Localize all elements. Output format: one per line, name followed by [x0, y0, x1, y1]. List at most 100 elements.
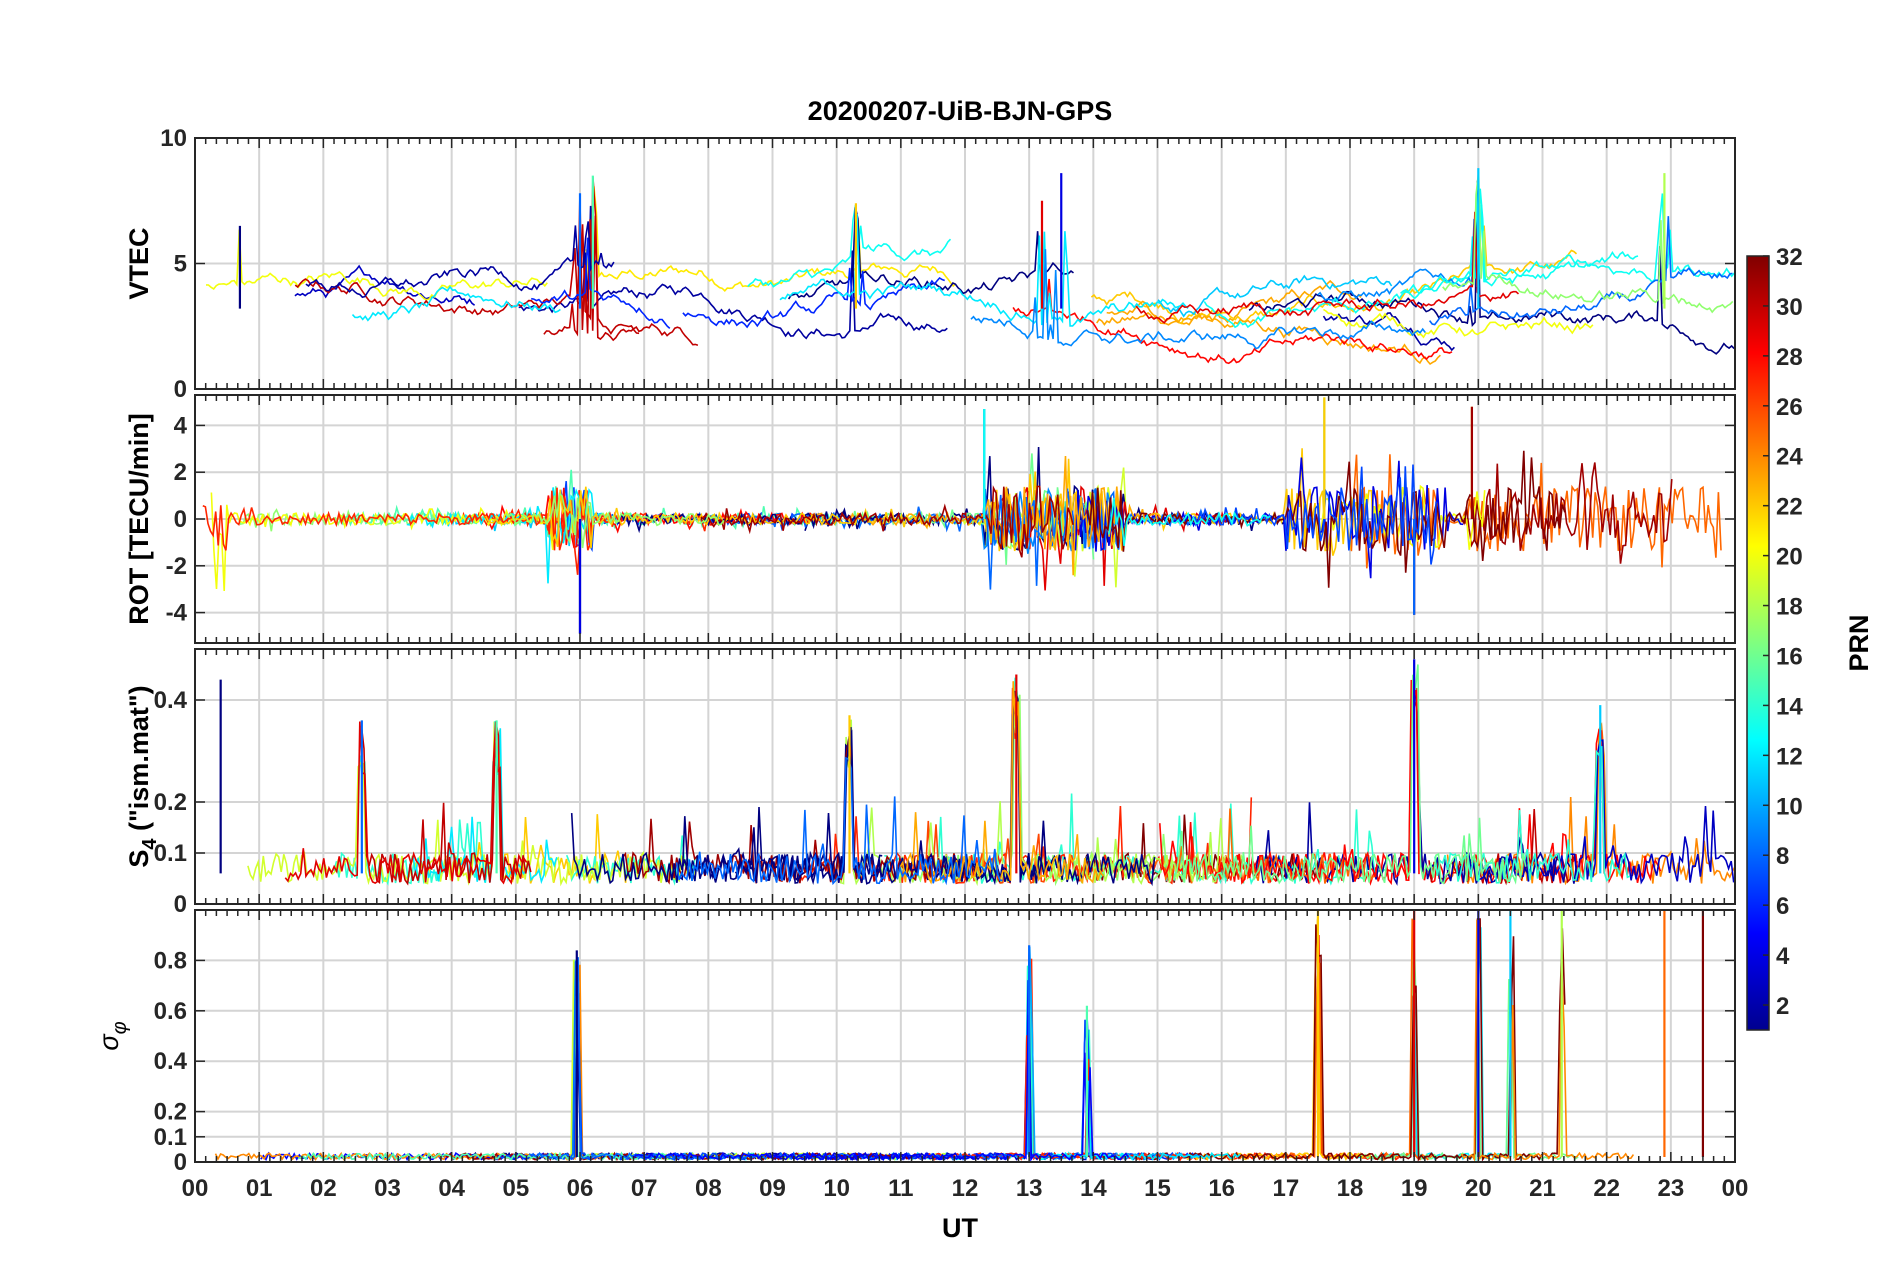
- figure-title: 20200207-UiB-BJN-GPS: [808, 96, 1113, 126]
- prn-trace: [351, 285, 561, 322]
- y-tick-label: 0: [174, 506, 187, 533]
- colorbar-tick-label: 28: [1776, 344, 1803, 371]
- prn-trace: [1460, 462, 1673, 564]
- prn-trace: [682, 267, 945, 329]
- prn-trace: [787, 207, 1074, 300]
- prn-trace: [1400, 188, 1735, 294]
- prn-trace: [805, 455, 1159, 576]
- y-axis-label-main: S: [124, 850, 154, 868]
- colorbar-tick-label: 6: [1776, 893, 1789, 920]
- x-tick-label: 03: [374, 1175, 401, 1202]
- prn-trace: [205, 229, 548, 301]
- prn-trace: [1203, 191, 1639, 329]
- x-tick-label: 10: [823, 1175, 850, 1202]
- prn-trace: [1442, 171, 1734, 314]
- x-tick-label: 00: [182, 1175, 209, 1202]
- prn-trace: [1248, 180, 1735, 355]
- axes-frame: [194, 909, 1736, 1163]
- prn-trace: [531, 237, 671, 330]
- colorbar-tick-label: 16: [1776, 643, 1803, 670]
- y-axis-label: VTEC: [124, 227, 154, 299]
- prn-trace: [305, 221, 615, 299]
- prn-trace: [779, 213, 1189, 327]
- prn-trace: [632, 1014, 1130, 1163]
- x-tick-label: 22: [1593, 1175, 1620, 1202]
- x-tick-label: 02: [310, 1175, 337, 1202]
- y-tick-label: 0.2: [154, 789, 187, 816]
- prn-trace: [294, 176, 640, 335]
- prn-trace: [970, 249, 1426, 350]
- colorbar-tick-label: 18: [1776, 594, 1803, 621]
- colorbar-gradient: [1746, 255, 1770, 1031]
- axes-frame: [194, 137, 1736, 390]
- y-tick-label: 0.8: [154, 947, 187, 974]
- x-tick-label: 05: [502, 1175, 529, 1202]
- x-tick-label: 07: [631, 1175, 658, 1202]
- prn-trace: [406, 487, 608, 584]
- x-tick-label: 15: [1144, 1175, 1171, 1202]
- colorbar-tick-label: 14: [1776, 693, 1803, 720]
- x-tick-label: 17: [1272, 1175, 1299, 1202]
- y-tick-label: 0: [174, 891, 187, 918]
- prn-trace: [407, 721, 558, 885]
- prn-trace: [1350, 454, 1722, 569]
- traces: [202, 397, 1722, 634]
- prn-trace: [1322, 312, 1455, 352]
- colorbar-tick-label: 30: [1776, 294, 1803, 321]
- y-tick-label: 10: [160, 125, 187, 152]
- colorbar-label: PRN: [1844, 614, 1874, 671]
- prn-trace: [764, 1151, 982, 1162]
- prn-trace: [1173, 664, 1527, 885]
- prn-trace: [1087, 918, 1566, 1163]
- y-tick-label: 0.6: [154, 998, 187, 1025]
- prn-trace: [617, 507, 907, 534]
- y-tick-label: 0.4: [154, 1048, 188, 1075]
- prn-trace: [700, 485, 1074, 558]
- prn-trace: [1159, 679, 1420, 885]
- prn-trace: [543, 194, 699, 346]
- y-axis-label-rest: ("ism.mat"): [124, 685, 154, 838]
- y-tick-label: -2: [166, 553, 187, 580]
- prn-trace: [1157, 274, 1393, 318]
- colorbar-tick-label: 4: [1776, 943, 1790, 970]
- x-tick-label: 16: [1208, 1175, 1235, 1202]
- y-tick-label: 0.1: [154, 840, 187, 867]
- y-tick-label: 4: [174, 412, 188, 439]
- x-tick-label: 18: [1337, 1175, 1364, 1202]
- y-tick-label: -4: [166, 600, 188, 627]
- x-tick-label: 23: [1657, 1175, 1684, 1202]
- y-axis-label: S4 ("ism.mat"): [124, 685, 161, 867]
- traces: [205, 168, 1735, 366]
- colorbar-tick-label: 24: [1776, 444, 1803, 471]
- y-axis-label: ROT [TECU/min]: [124, 413, 154, 624]
- y-tick-label: 2: [174, 459, 187, 486]
- axes-frame: [194, 648, 1736, 905]
- x-tick-label: 20: [1465, 1175, 1492, 1202]
- panel-sigma_phi: 00.10.2 0.4 0.6 0.8 σφ: [94, 909, 1736, 1176]
- panel-s4: 00.10.20.4S4 ("ism.mat"): [124, 648, 1736, 918]
- prn-trace: [1107, 497, 1271, 546]
- x-tick-label: 11: [888, 1175, 913, 1202]
- y-tick-label: 0: [174, 376, 187, 403]
- prn-trace: [1012, 278, 1453, 365]
- y-tick-label: 0.1: [154, 1124, 187, 1151]
- x-tick-label: 00: [1722, 1175, 1749, 1202]
- prn-trace: [484, 486, 931, 549]
- y-axis-label-sub: 4: [139, 838, 161, 850]
- prn-trace: [294, 264, 476, 306]
- colorbar-tick-label: 22: [1776, 494, 1803, 521]
- prn-trace: [1428, 216, 1733, 326]
- y-tick-label: 5: [174, 251, 187, 278]
- prn-trace: [585, 186, 957, 292]
- x-tick-label: 01: [246, 1175, 273, 1202]
- y-axis-label-sub: φ: [109, 1021, 131, 1034]
- x-axis-label: UT: [942, 1213, 978, 1243]
- x-tick-label: 09: [759, 1175, 786, 1202]
- colorbar-tick-label: 10: [1776, 793, 1803, 820]
- x-tick-label: 21: [1529, 1175, 1556, 1202]
- panel-rot: -4 -2 0 2 4 ROT [TECU/min]: [124, 394, 1736, 644]
- colorbar-tick-label: 8: [1776, 843, 1789, 870]
- y-axis-label: σφ: [94, 1021, 131, 1050]
